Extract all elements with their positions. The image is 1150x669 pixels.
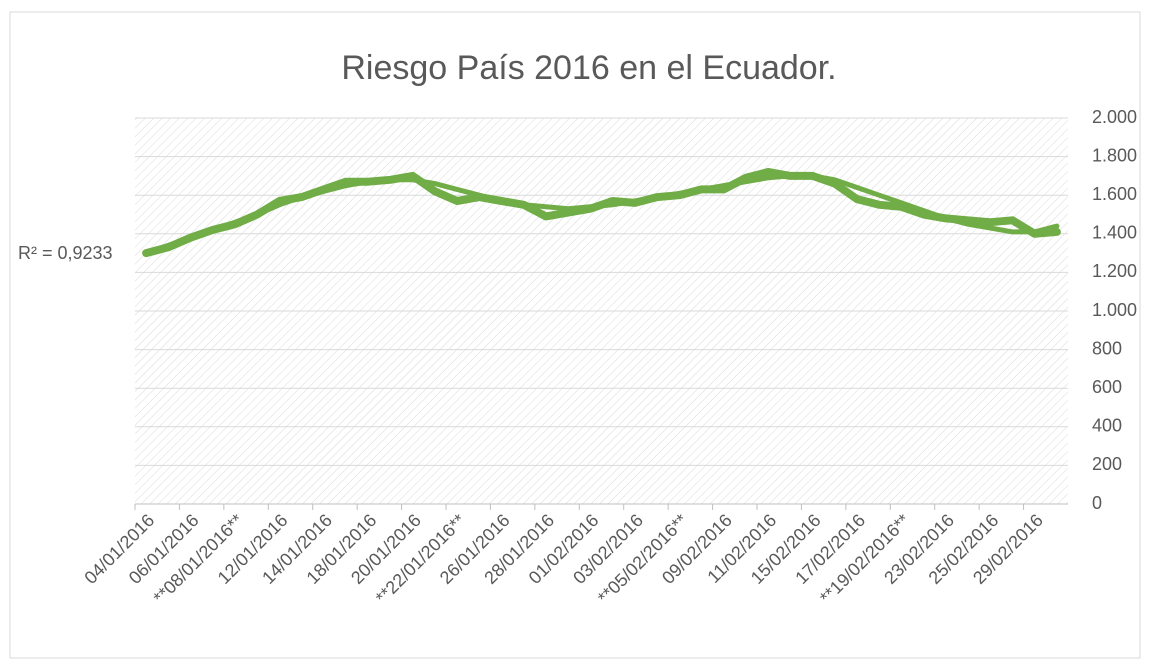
y-tick-label: 0	[1092, 493, 1102, 513]
y-tick-label: 1.600	[1092, 184, 1137, 204]
trend-line	[143, 173, 1060, 256]
y-tick-label: 2.000	[1092, 107, 1137, 127]
chart-title: Riesgo País 2016 en el Ecuador.	[341, 49, 836, 87]
y-tick-label: 1.000	[1092, 300, 1137, 320]
y-tick-label: 1.400	[1092, 223, 1137, 243]
y-tick-label: 600	[1092, 377, 1122, 397]
y-tick-label: 1.800	[1092, 145, 1137, 165]
y-tick-label: 200	[1092, 454, 1122, 474]
y-tick-label: 1.200	[1092, 261, 1137, 281]
r-squared: R² = 0,9233	[18, 243, 113, 263]
y-tick-label: 800	[1092, 338, 1122, 358]
y-tick-label: 400	[1092, 416, 1122, 436]
